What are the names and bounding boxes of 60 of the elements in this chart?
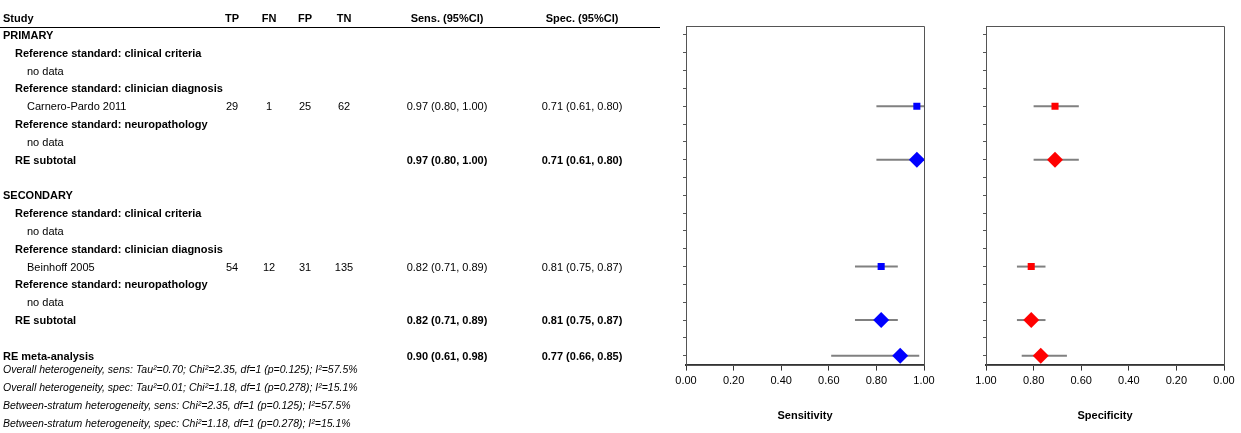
x-tick-label: 0.40	[1118, 374, 1140, 387]
x-axis-title: Sensitivity	[777, 409, 834, 422]
category-label: Reference standard: clinical criteria	[15, 46, 202, 59]
category-label: Reference standard: clinician diagnosis	[15, 82, 223, 95]
category-label: Reference standard: clinician diagnosis	[15, 242, 223, 255]
x-tick-label: 1.00	[913, 374, 935, 387]
x-tick-label: 0.20	[722, 374, 745, 387]
text: 0.71 (0.61, 0.80)	[541, 153, 623, 166]
text: 0.77 (0.66, 0.85)	[541, 349, 623, 362]
x-tick-label: 0.00	[1213, 374, 1235, 387]
category-label: FN	[261, 11, 277, 25]
text: 0.82 (0.71, 0.89)	[406, 260, 488, 273]
category-label: RE subtotal	[15, 314, 77, 327]
text: 25	[298, 100, 312, 113]
text: 54	[225, 260, 239, 273]
category-label: Reference standard: neuropathology	[15, 118, 208, 131]
category-label: Beinhoff 2005	[27, 260, 95, 273]
category-label: no data	[27, 64, 64, 77]
x-tick-label: 0.60	[818, 374, 840, 387]
category-label: Carnero-Pardo 2011	[27, 100, 127, 113]
text: Overall heterogeneity, spec: Tau²=0.01; Chi²=1.18, df=1 (p=0.278); I²=15.1%	[3, 381, 358, 394]
text: 0.81 (0.75, 0.87)	[541, 314, 623, 327]
text: 0.97 (0.80, 1.00)	[406, 153, 488, 166]
category-label: Spec. (95%CI)	[545, 11, 619, 25]
text: Between-stratum heterogeneity, spec: Chi²=1.18, df=1 (p=0.278); I²=15.1%	[3, 417, 351, 430]
text: 135	[334, 260, 354, 273]
text: Between-stratum heterogeneity, sens: Chi²=2.35, df=1 (p=0.125); I²=57.5%	[3, 399, 351, 412]
x-tick-label: 0.60	[1070, 374, 1092, 387]
text: 0.81 (0.75, 0.87)	[541, 260, 623, 273]
x-tick-label: 0.80	[1022, 374, 1045, 387]
text: 0.97 (0.80, 1.00)	[406, 100, 488, 113]
text: 31	[298, 260, 312, 273]
category-label: Sens. (95%CI)	[410, 11, 484, 25]
category-label: no data	[27, 296, 64, 309]
x-axis-title: Specificity	[1077, 409, 1134, 422]
text: 29	[225, 100, 239, 113]
text: 12	[262, 260, 276, 273]
category-label: PRIMARY	[3, 28, 54, 41]
category-label: RE subtotal	[15, 153, 77, 166]
category-label: RE meta-analysis	[3, 349, 95, 362]
category-label: Reference standard: clinical criteria	[15, 207, 202, 220]
text: Overall heterogeneity, sens: Tau²=0.70; Chi²=2.35, df=1 (p=0.125); I²=57.5%	[3, 363, 358, 376]
text: 1	[265, 100, 273, 113]
x-tick-label: 1.00	[975, 374, 997, 387]
category-label: FP	[297, 11, 313, 25]
category-label: SECONDARY	[3, 189, 73, 202]
category-label: no data	[27, 135, 64, 148]
x-tick-label: 0.40	[770, 374, 792, 387]
category-label: no data	[27, 224, 64, 237]
category-label: Study	[3, 11, 34, 25]
category-label: TP	[224, 11, 240, 25]
text: 62	[337, 100, 351, 113]
x-tick-label: 0.80	[865, 374, 888, 387]
category-label: TN	[336, 11, 352, 25]
text: 0.90 (0.61, 0.98)	[406, 349, 488, 362]
text: 0.71 (0.61, 0.80)	[541, 100, 623, 113]
text: 0.82 (0.71, 0.89)	[406, 314, 488, 327]
category-label: Reference standard: neuropathology	[15, 278, 208, 291]
x-tick-label: 0.20	[1165, 374, 1188, 387]
x-tick-label: 0.00	[675, 374, 697, 387]
